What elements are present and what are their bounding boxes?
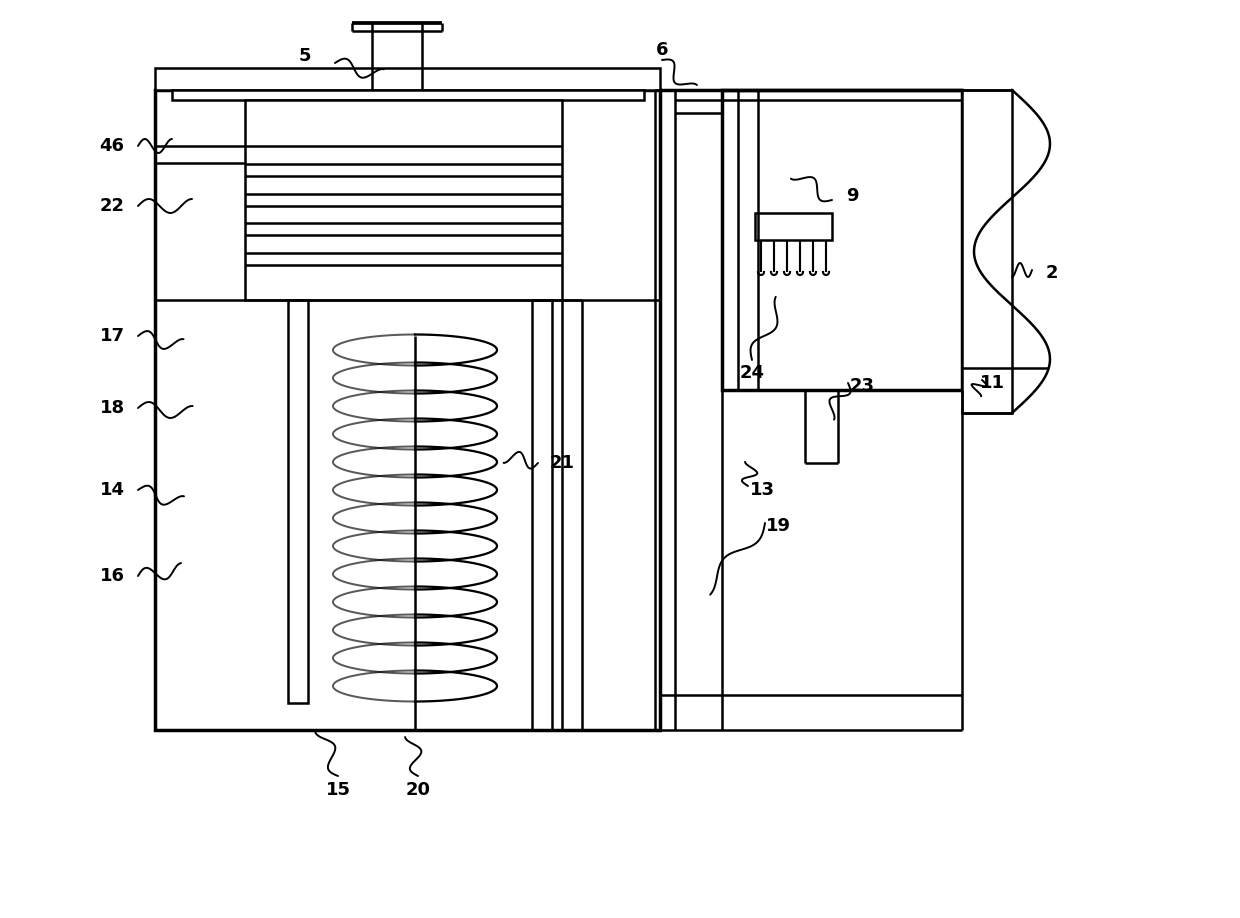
Bar [962, 90, 1012, 413]
Bar [172, 90, 644, 100]
Text: 23: 23 [849, 377, 874, 395]
Text: 14: 14 [99, 481, 124, 499]
Text: 24: 24 [739, 364, 765, 382]
Bar [288, 300, 308, 703]
Text: 13: 13 [749, 481, 775, 499]
Text: 46: 46 [99, 137, 124, 155]
Text: 6: 6 [656, 41, 668, 59]
Bar [155, 90, 660, 730]
Text: 17: 17 [99, 327, 124, 345]
Text: 5: 5 [299, 47, 311, 65]
Text: 16: 16 [99, 567, 124, 585]
Bar [246, 100, 562, 300]
Bar [755, 213, 832, 240]
Text: 18: 18 [99, 399, 124, 417]
Text: 21: 21 [549, 454, 574, 472]
Bar [155, 68, 660, 90]
Text: 20: 20 [405, 781, 430, 799]
Text: 2: 2 [1045, 264, 1058, 282]
Text: 9: 9 [846, 187, 858, 205]
Text: 15: 15 [325, 781, 351, 799]
Text: 11: 11 [980, 374, 1004, 392]
Bar [722, 90, 962, 390]
Text: 19: 19 [765, 517, 791, 535]
Text: 22: 22 [99, 197, 124, 215]
